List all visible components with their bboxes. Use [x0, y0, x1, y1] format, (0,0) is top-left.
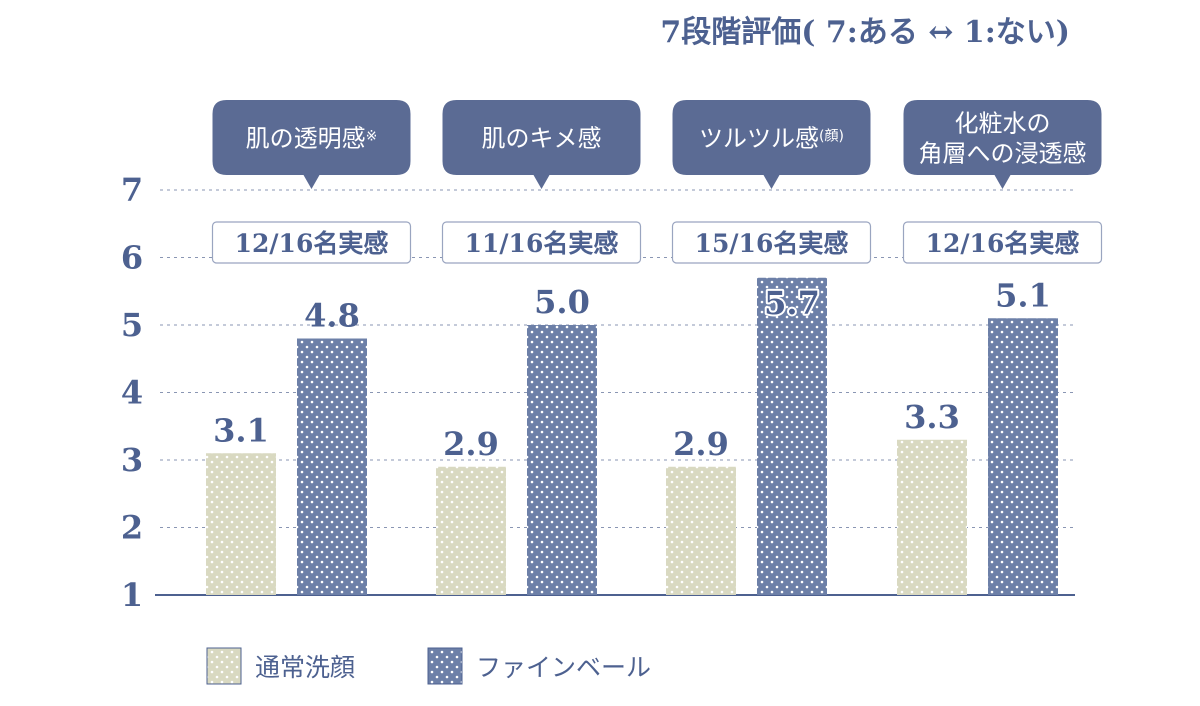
satisfaction-badge	[671, 221, 872, 264]
legend-swatch	[206, 647, 242, 685]
category-label: 肌のキメ感	[482, 125, 602, 153]
satisfaction-text: 15/16名実感	[695, 229, 849, 258]
y-tick-label: 2	[121, 509, 143, 547]
bar-normal-wash	[206, 453, 276, 595]
category-bubble	[903, 100, 1102, 189]
value-label: 4.8	[304, 297, 360, 335]
y-tick-label: 6	[121, 239, 143, 277]
category-label: 化粧水の	[955, 110, 1051, 138]
bar-normal-wash	[666, 466, 736, 595]
category-bubble	[212, 100, 411, 189]
legend-label: 通常洗顔	[255, 653, 355, 682]
value-label: 3.3	[904, 398, 960, 436]
category-label: 角層への浸透感	[919, 140, 1087, 168]
satisfaction-badge	[902, 221, 1103, 264]
bar-fineveil	[527, 325, 597, 595]
bar-fineveil	[297, 338, 367, 595]
value-label: 2.9	[673, 425, 729, 463]
y-tick-label: 4	[121, 374, 143, 412]
satisfaction-text: 12/16名実感	[926, 229, 1080, 258]
satisfaction-badge	[211, 221, 412, 264]
category-bubble	[442, 100, 641, 189]
bar-fineveil	[757, 277, 827, 595]
legend-label: ファインベール	[476, 653, 651, 682]
y-tick-label: 1	[121, 576, 143, 614]
y-tick-label: 3	[121, 441, 143, 479]
category-label: ツルツル感(顔)	[699, 125, 844, 153]
category-bubble	[672, 100, 871, 189]
satisfaction-badge	[441, 221, 642, 264]
satisfaction-text: 12/16名実感	[235, 229, 389, 258]
bar-normal-wash	[436, 466, 506, 595]
bar-fineveil	[988, 318, 1058, 595]
value-label: 5.1	[995, 276, 1051, 314]
category-label: 肌の透明感※	[246, 125, 378, 153]
legend-swatch	[427, 647, 463, 685]
y-tick-label: 5	[121, 306, 143, 344]
value-label: 5.0	[534, 283, 590, 321]
y-tick-label: 7	[121, 171, 143, 209]
satisfaction-text: 11/16名実感	[465, 229, 619, 258]
chart-title: 7段階評価( 7:ある ↔ 1:ない)	[660, 15, 1070, 50]
bar-normal-wash	[897, 439, 967, 595]
value-label: 3.1	[213, 411, 269, 449]
value-label: 5.7	[764, 284, 820, 322]
value-label: 2.9	[443, 425, 499, 463]
